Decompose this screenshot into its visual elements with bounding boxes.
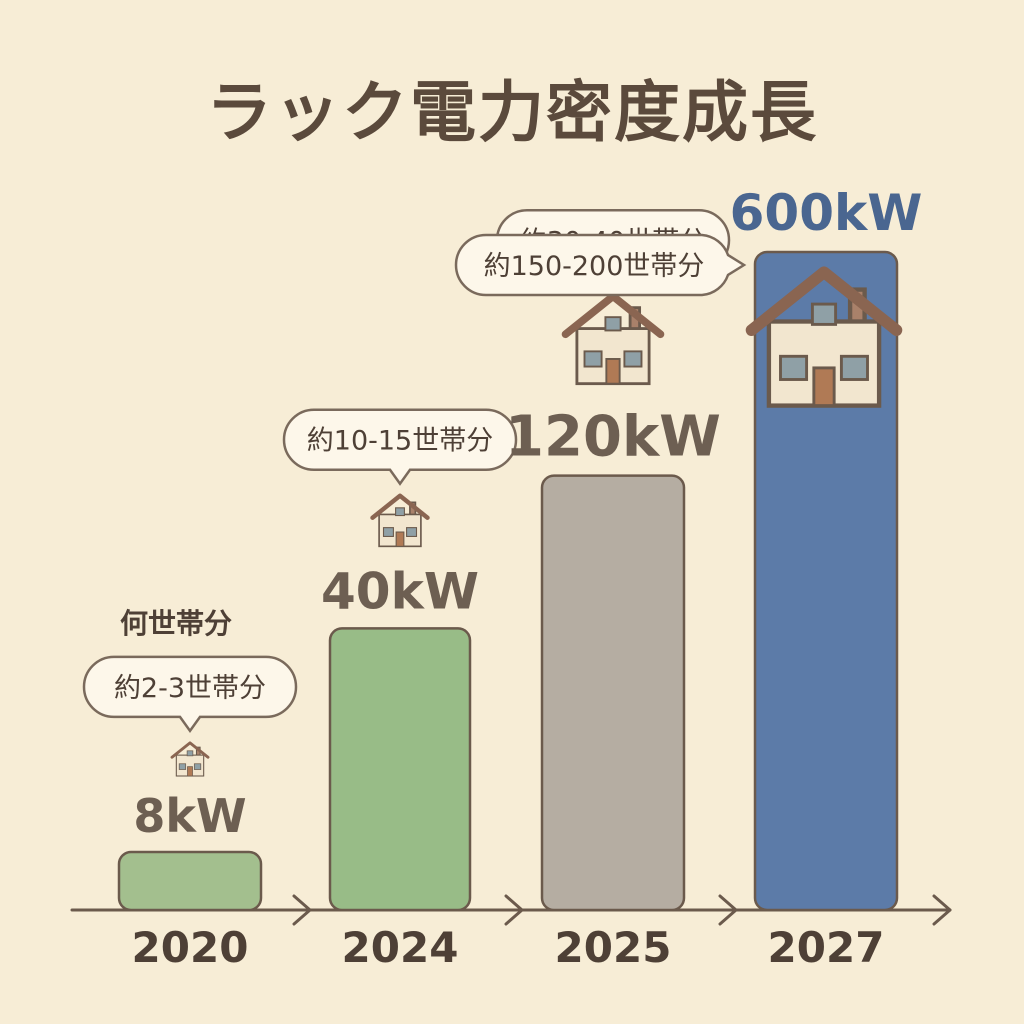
year-label-2: 2025 (555, 923, 672, 972)
house-roof (561, 292, 665, 339)
question-label: 何世帯分 (120, 607, 232, 640)
callout-0: 約2-3世帯分 (82, 655, 298, 734)
house-attic-window (810, 302, 838, 326)
house-roof (170, 741, 210, 759)
value-label-1: 40kW (321, 562, 479, 620)
house-door (812, 366, 836, 408)
house-window-right (406, 527, 418, 537)
house-window-right (839, 354, 869, 381)
house-door (395, 531, 405, 547)
callout-label-3: 約150-200世帯分 (484, 251, 705, 282)
year-label-1: 2024 (342, 923, 459, 972)
bars-group (117, 250, 899, 912)
callout-label-0: 約2-3世帯分 (114, 673, 266, 704)
axis-arrow-2 (718, 894, 738, 926)
house-window-left (583, 350, 603, 368)
value-label-2: 120kW (505, 405, 721, 470)
callout-label-1: 約10-15世帯分 (307, 426, 493, 457)
house-icon-3 (745, 266, 903, 408)
axis-arrow-1 (504, 894, 524, 926)
house-window-right (623, 350, 643, 368)
bar-2025 (540, 474, 686, 912)
labels-group: 2020 8kW 約2-3世帯分 何世帯分 2024 40kW 約10-15世帯分 2025 1… (82, 184, 923, 972)
axis-arrow-0 (292, 894, 312, 926)
callout-bubble-1 (282, 408, 518, 486)
callout-1: 約10-15世帯分 (282, 408, 518, 486)
house-window-left (178, 763, 187, 770)
house-door (187, 766, 193, 777)
value-label-0: 8kW (133, 789, 246, 843)
callout-3: 約150-200世帯分 (454, 233, 747, 297)
bar-2024 (328, 627, 472, 912)
house-attic-window (186, 750, 194, 757)
bar-2027 (753, 250, 899, 912)
year-label-3: 2027 (768, 923, 885, 972)
callout-bubble-3 (454, 233, 747, 297)
house-window-left (382, 527, 394, 537)
house-roof (745, 266, 903, 336)
bar-2020 (117, 850, 263, 912)
houses-group (170, 266, 903, 777)
value-label-3: 600kW (730, 184, 923, 242)
house-icon-0 (170, 741, 210, 777)
house-icon-2 (561, 292, 665, 386)
axis-arrow-3 (932, 894, 952, 926)
house-attic-window (395, 507, 405, 517)
house-icon-1 (370, 493, 430, 548)
callout-bubble-0 (82, 655, 298, 734)
house-attic-window (604, 316, 622, 332)
house-roof (370, 493, 430, 520)
house-window-right (193, 763, 202, 770)
chart-title: ラック電力密度成長 (206, 74, 818, 151)
house-door (605, 358, 621, 385)
year-label-0: 2020 (132, 923, 249, 972)
house-window-left (779, 354, 809, 381)
